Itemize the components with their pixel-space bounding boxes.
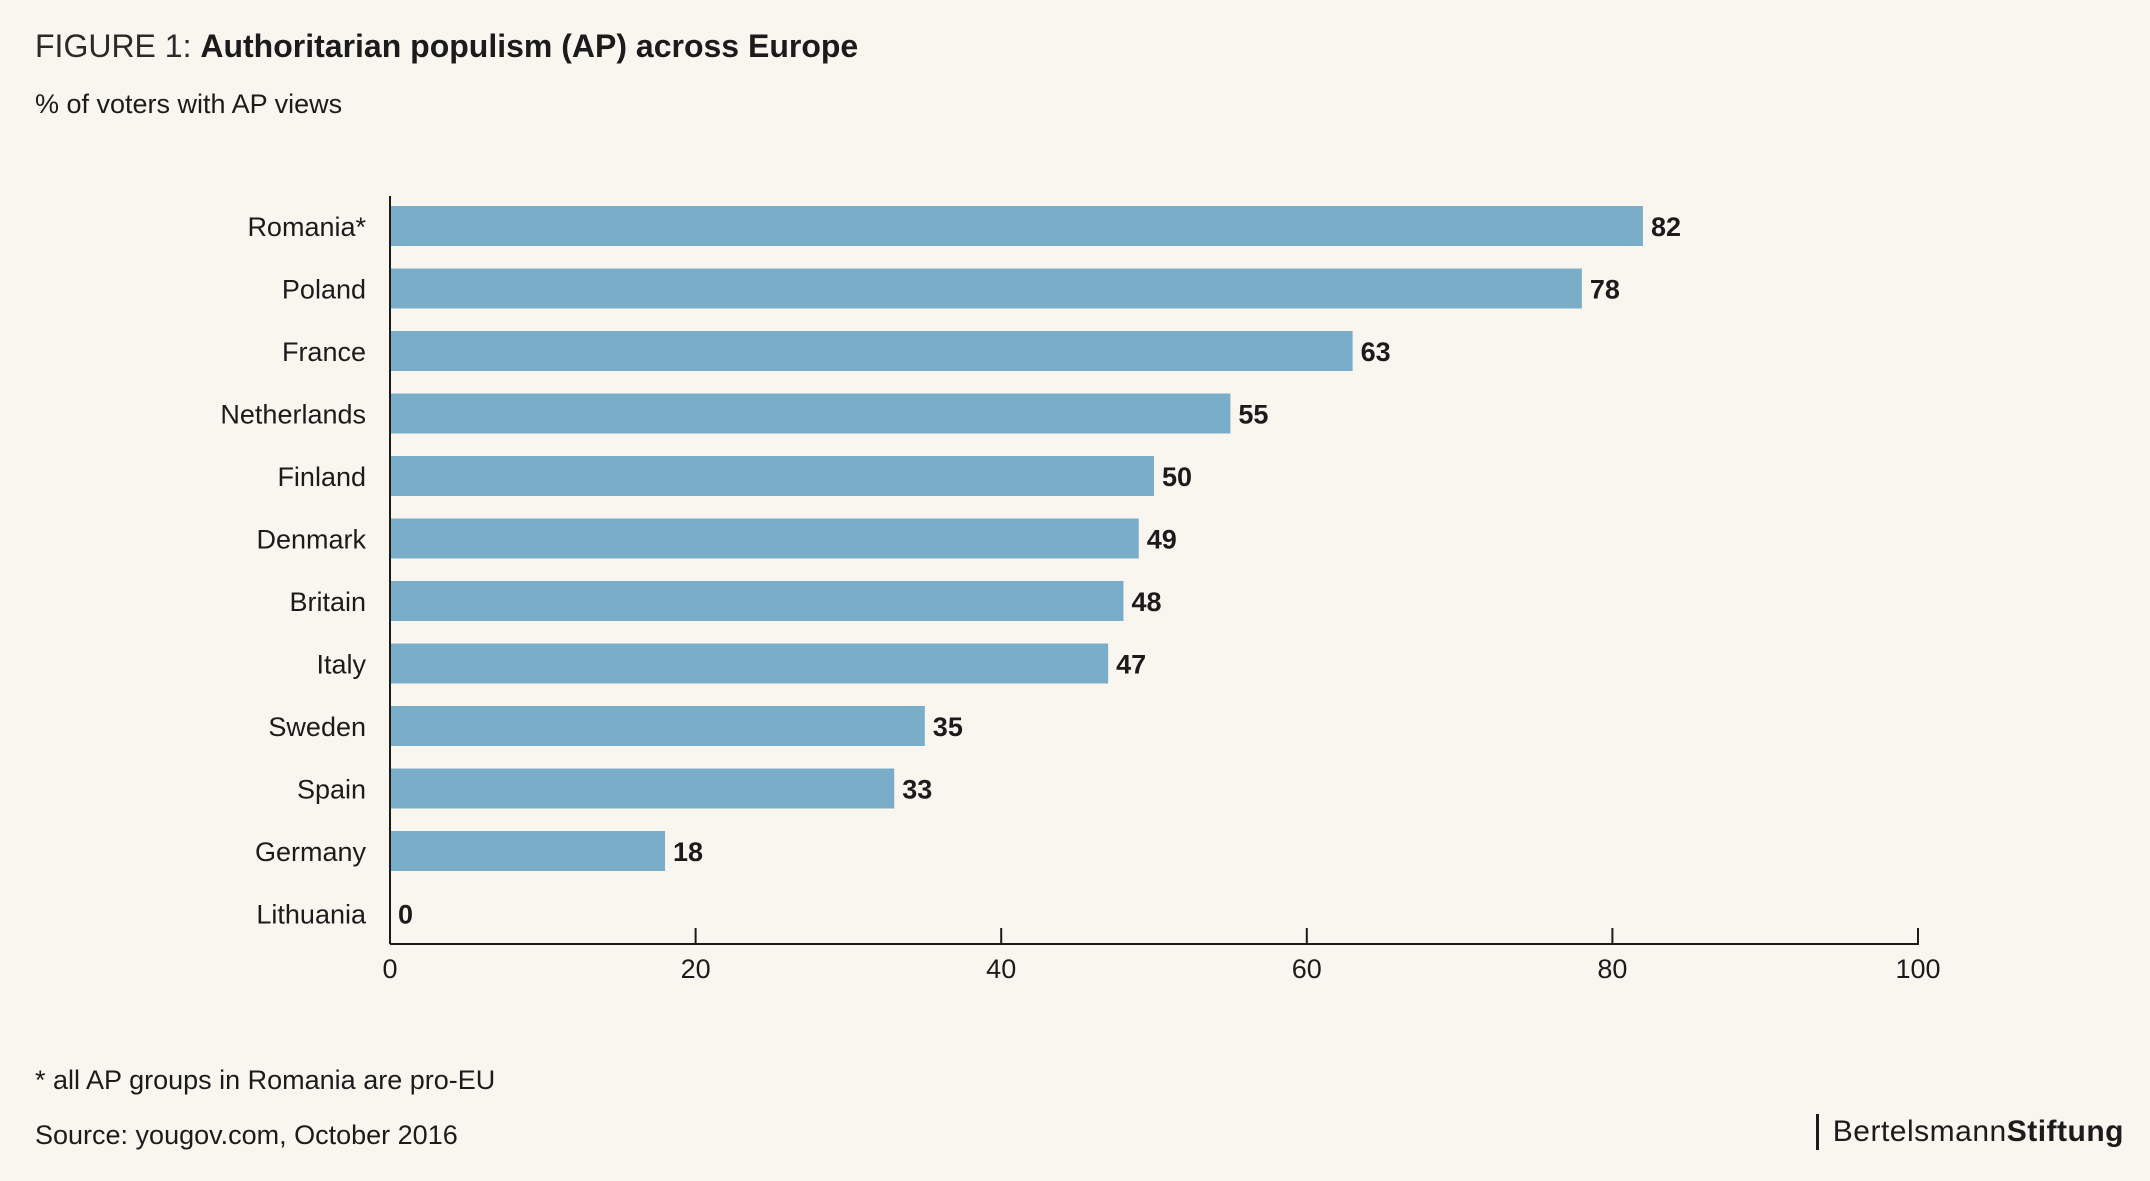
x-tick-label: 80 (1597, 954, 1627, 984)
bar (390, 331, 1353, 371)
value-label: 63 (1361, 337, 1391, 367)
figure-label: FIGURE 1: (35, 28, 192, 64)
value-label: 0 (398, 900, 413, 930)
bertelsmann-logo: Bertelsmann Stiftung (1815, 1112, 2124, 1152)
bar (390, 456, 1154, 496)
bar (390, 581, 1124, 621)
bar (390, 206, 1643, 246)
value-label: 82 (1651, 212, 1681, 242)
x-tick-label: 40 (986, 954, 1016, 984)
bar (390, 518, 1139, 559)
category-label: Denmark (256, 525, 366, 555)
bar (390, 268, 1582, 309)
logo-text-2: Stiftung (2006, 1115, 2124, 1148)
value-label: 18 (673, 837, 703, 867)
chart-title: FIGURE 1: Authoritarian populism (AP) ac… (35, 22, 858, 70)
value-label: 47 (1116, 650, 1146, 680)
category-label: Lithuania (256, 900, 367, 930)
x-tick-label: 20 (681, 954, 711, 984)
logo-text-1: Bertelsmann (1832, 1115, 2007, 1148)
category-label: Germany (255, 837, 367, 867)
bar (390, 643, 1109, 684)
title-text: Authoritarian populism (AP) across Europ… (200, 28, 859, 64)
value-label: 35 (933, 712, 963, 742)
footnote: * all AP groups in Romania are pro-EU (35, 1065, 496, 1095)
bar (390, 393, 1231, 434)
value-label: 55 (1238, 400, 1268, 430)
bar (390, 831, 666, 871)
x-tick-label: 100 (1895, 954, 1940, 984)
category-label: Britain (289, 587, 366, 617)
bar-chart: Romania* 82 Poland 78 France 63 Netherlands 55 F… (220, 196, 1941, 984)
x-tick-label: 0 (382, 954, 397, 984)
x-tick-label: 60 (1292, 954, 1322, 984)
category-label: Spain (297, 775, 366, 805)
category-label: Finland (277, 462, 366, 492)
value-label: 50 (1162, 462, 1192, 492)
value-label: 33 (902, 775, 932, 805)
category-label: Poland (282, 275, 366, 305)
category-label: Sweden (268, 712, 366, 742)
category-label: Italy (316, 650, 366, 680)
value-label: 78 (1590, 275, 1620, 305)
category-label: Netherlands (220, 400, 366, 430)
source-note: Source: yougov.com, October 2016 (35, 1120, 458, 1150)
category-label: France (282, 337, 366, 367)
chart-subtitle: % of voters with AP views (35, 89, 343, 119)
category-label: Romania* (247, 212, 366, 242)
value-label: 49 (1147, 525, 1177, 555)
logo-bar (1815, 1114, 1819, 1150)
bar (390, 706, 925, 746)
value-label: 48 (1131, 587, 1161, 617)
bar (390, 768, 895, 809)
